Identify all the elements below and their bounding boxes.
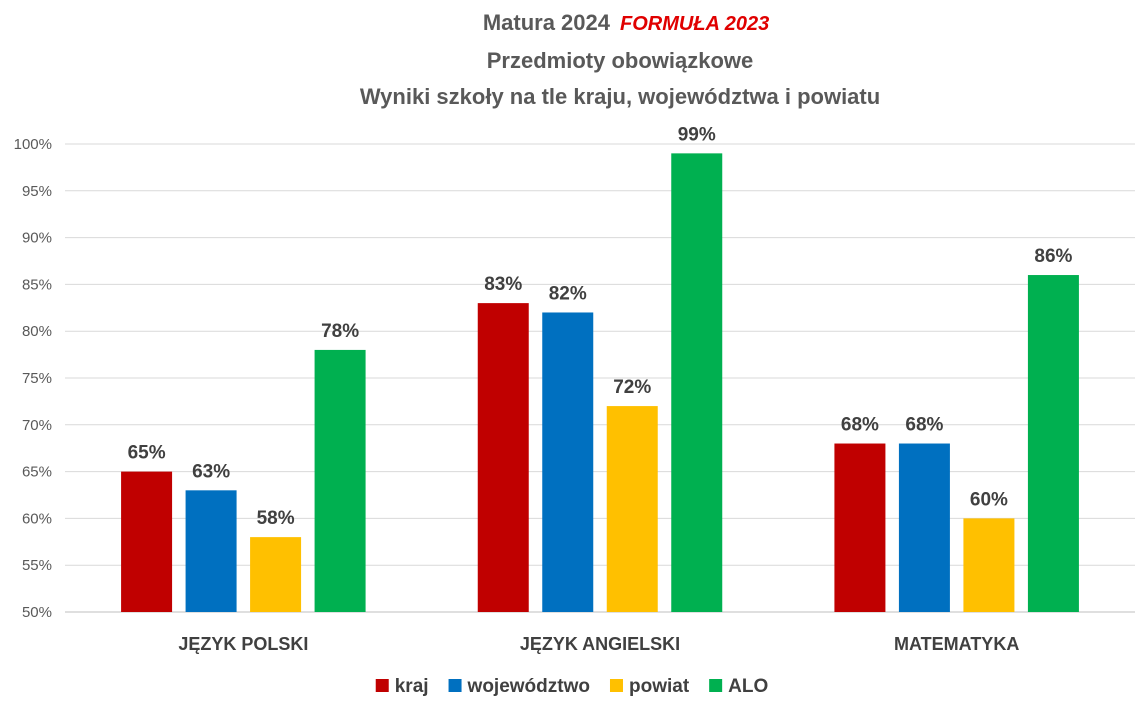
legend-label: kraj <box>395 676 429 697</box>
data-label: 65% <box>128 443 166 464</box>
bars <box>121 153 1079 613</box>
legend-label: powiat <box>629 676 690 697</box>
bar <box>898 443 950 612</box>
data-label: 99% <box>678 124 716 145</box>
bar <box>477 303 529 612</box>
data-labels: 65% 63% 58% 78% 83% 82% 72% 99% 68% 68% 60% 86% <box>128 124 1073 529</box>
chart-subtitle-secondary: Wyniki szkoły na tle kraju, województwa … <box>360 84 880 109</box>
bar <box>671 153 723 613</box>
data-label: 68% <box>841 415 879 436</box>
y-tick-label: 65% <box>22 464 52 481</box>
legend: kraj województwo powiat ALO <box>375 676 768 697</box>
y-tick-label: 90% <box>22 230 52 247</box>
data-label: 60% <box>970 489 1008 510</box>
data-label: 86% <box>1034 246 1072 267</box>
gridlines <box>65 143 1135 613</box>
y-axis: 50% 55% 60% 65% 70% 75% 80% 85% 90% 95% 100% <box>14 136 52 621</box>
data-label: 63% <box>192 461 230 482</box>
chart-title-main: Matura 2024 <box>483 10 611 35</box>
x-category-label: JĘZYK POLSKI <box>178 634 308 654</box>
legend-swatch <box>448 679 462 692</box>
data-label: 83% <box>484 274 522 295</box>
y-tick-label: 85% <box>22 276 52 293</box>
y-tick-label: 70% <box>22 417 52 434</box>
y-tick-label: 95% <box>22 183 52 200</box>
data-label: 82% <box>549 283 587 304</box>
bar <box>963 518 1015 612</box>
bar <box>314 349 366 612</box>
data-label: 72% <box>613 377 651 398</box>
bar <box>121 471 173 612</box>
legend-swatch <box>709 679 723 692</box>
data-label: 78% <box>321 321 359 342</box>
legend-swatch <box>609 679 623 692</box>
x-category-label: MATEMATYKA <box>894 634 1019 654</box>
y-tick-label: 60% <box>22 510 52 527</box>
y-tick-label: 100% <box>14 136 52 153</box>
y-tick-label: 80% <box>22 323 52 340</box>
y-tick-label: 50% <box>22 604 52 621</box>
chart-title-accent: FORMUŁA 2023 <box>620 13 769 35</box>
bar <box>834 443 886 612</box>
bar <box>250 537 302 612</box>
legend-swatch <box>375 679 389 692</box>
legend-label: ALO <box>728 676 768 697</box>
chart-subtitle: Przedmioty obowiązkowe <box>487 48 754 73</box>
y-tick-label: 75% <box>22 370 52 387</box>
bar <box>185 490 237 612</box>
x-category-label: JĘZYK ANGIELSKI <box>520 634 680 654</box>
data-label: 58% <box>257 508 295 529</box>
bar <box>606 406 658 612</box>
bar <box>542 312 594 612</box>
x-axis: JĘZYK POLSKI JĘZYK ANGIELSKI MATEMATYKA <box>178 634 1019 654</box>
data-label: 68% <box>905 415 943 436</box>
bar <box>1027 275 1079 612</box>
y-tick-label: 55% <box>22 557 52 574</box>
legend-label: województwo <box>467 676 590 697</box>
